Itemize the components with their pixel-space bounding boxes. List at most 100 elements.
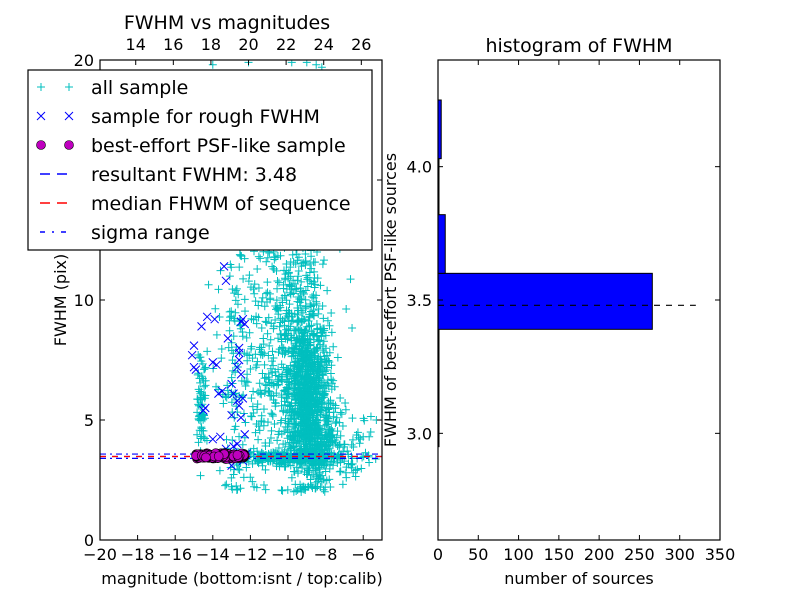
all-sample-point [252,419,261,428]
rough-sample-point [232,362,242,372]
all-sample-point [197,372,206,381]
all-sample-point [297,419,306,428]
all-sample-point [289,432,298,441]
all-sample-point [305,268,314,277]
all-sample-point [274,278,283,287]
all-sample-point [231,296,240,305]
all-sample-point [249,285,258,294]
all-sample-point [212,382,221,391]
all-sample-point [310,273,319,282]
all-sample-point [310,437,319,446]
all-sample-point [227,338,236,347]
all-sample-point [286,281,295,290]
all-sample-point [317,357,326,366]
hist-x-tick-label: 0 [433,545,443,564]
all-sample-point [341,398,350,407]
all-sample-point [327,451,336,460]
all-sample-point [347,440,356,449]
all-sample-point [324,414,333,423]
all-sample-point [211,304,220,313]
all-sample-point [358,453,367,462]
all-sample-point [197,432,206,441]
all-sample-point [308,292,317,301]
all-sample-point [238,440,247,449]
all-sample-point [294,253,303,262]
all-sample-point [323,442,332,451]
all-sample-point [338,480,347,489]
rough-sample-point [240,430,250,439]
x-tick-label: −8 [314,545,338,564]
all-sample-point [318,301,327,310]
all-sample-point [312,319,321,328]
scatter-plot-area [100,60,382,496]
hist-y-tick-label: 3.5 [407,291,432,310]
all-sample-point [365,458,374,467]
all-sample-point [229,332,238,341]
all-sample-point [305,313,314,322]
rough-sample-point [227,410,236,420]
all-sample-point [269,324,278,333]
all-sample-point [261,380,270,389]
all-sample-point [305,400,314,409]
all-sample-point [260,374,269,383]
all-sample-point [282,364,291,373]
all-sample-point [353,465,362,474]
all-sample-point [263,253,272,262]
all-sample-point [297,345,306,354]
all-sample-point [264,351,273,360]
all-sample-point [292,463,301,472]
all-sample-point [194,414,203,423]
x-tick-label: −12 [234,545,268,564]
all-sample-point [280,274,289,283]
all-sample-point [327,328,336,337]
all-sample-point [315,471,324,480]
all-sample-point [317,394,326,403]
all-sample-point [303,273,312,282]
all-sample-point [253,265,262,274]
all-sample-point [242,333,251,342]
all-sample-point [305,359,314,368]
all-sample-point [348,435,357,444]
all-sample-point [204,280,213,289]
all-sample-point [280,266,288,275]
all-sample-point [311,424,320,433]
all-sample-point [261,438,270,447]
x-tick-label: −10 [271,545,305,564]
histogram-x-axis-label: number of sources [504,569,654,588]
all-sample-point [266,294,275,303]
all-sample-point [240,254,249,263]
all-sample-point [241,418,250,427]
rough-sample-point [229,442,238,451]
legend-label: resultant FWHM: 3.48 [91,164,297,186]
all-sample-point [198,400,207,409]
all-sample-point [351,466,360,475]
rough-sample-point [236,370,246,379]
all-sample-point [239,409,248,418]
all-sample-point [290,427,299,436]
rough-sample-point [212,360,221,370]
all-sample-point [312,395,321,404]
all-sample-point [340,440,349,449]
all-sample-point [341,405,350,414]
all-sample-point [311,280,320,289]
all-sample-point [201,381,210,390]
all-sample-point [269,361,278,370]
all-sample-point [245,271,254,280]
all-sample-point [299,315,308,324]
legend-label: sample for rough FWHM [91,106,320,128]
all-sample-point [221,481,230,490]
all-sample-point [284,326,293,335]
all-sample-point [268,262,277,271]
all-sample-point [300,328,309,337]
all-sample-point [319,314,328,323]
rough-sample-point [232,439,242,449]
all-sample-point [348,414,357,423]
all-sample-point [263,278,272,287]
all-sample-point [268,457,277,466]
all-sample-point [291,480,300,489]
y-tick-label: 5 [84,411,94,430]
all-sample-point [224,343,233,352]
all-sample-point [231,308,240,317]
all-sample-point [301,256,310,265]
all-sample-point [335,467,344,476]
